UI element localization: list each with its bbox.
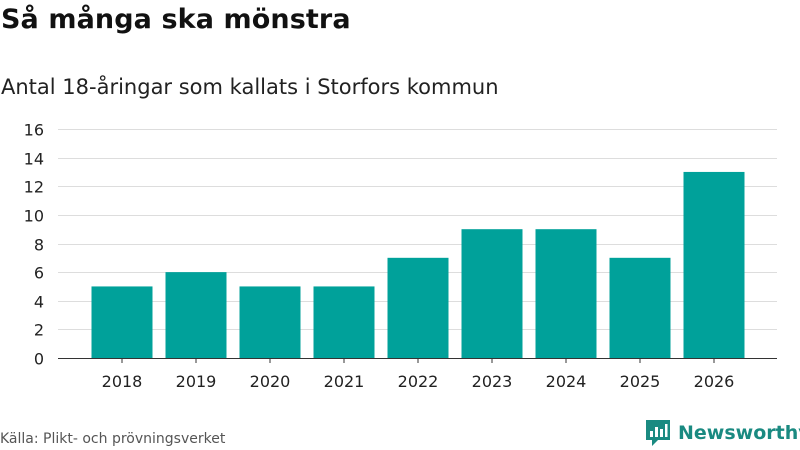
x-tick-label: 2019 bbox=[176, 372, 217, 391]
x-tick-label: 2025 bbox=[620, 372, 661, 391]
newsworthy-logo-icon bbox=[646, 420, 670, 446]
bar-2024 bbox=[535, 229, 597, 358]
y-tick-labels: 0 2 4 6 8 10 12 14 16 bbox=[24, 121, 44, 369]
source-note: Källa: Plikt- och prövningsverket bbox=[0, 431, 226, 447]
x-tick-label: 2021 bbox=[324, 372, 365, 391]
brand-logo: Newsworthy bbox=[644, 418, 800, 448]
bar-2021 bbox=[313, 286, 375, 358]
chart-title: Så många ska mönstra bbox=[1, 4, 351, 35]
y-tick-label: 2 bbox=[34, 321, 44, 340]
x-tick-label: 2026 bbox=[694, 372, 735, 391]
x-tick-label: 2024 bbox=[546, 372, 587, 391]
y-tick-label: 14 bbox=[24, 150, 44, 169]
x-tick-labels: 2018 2019 2020 2021 2022 2023 2024 2025 2026 bbox=[102, 358, 735, 391]
y-tick-label: 10 bbox=[24, 207, 44, 226]
x-tick-label: 2022 bbox=[398, 372, 439, 391]
y-tick-label: 16 bbox=[24, 121, 44, 140]
brand-name: Newsworthy bbox=[678, 422, 800, 444]
x-tick-label: 2020 bbox=[250, 372, 291, 391]
bars bbox=[91, 171, 745, 358]
bar-2020 bbox=[239, 286, 301, 358]
bar-2026 bbox=[683, 171, 745, 358]
chart-subtitle: Antal 18-åringar som kallats i Storfors … bbox=[1, 75, 499, 99]
bar-2025 bbox=[609, 257, 671, 358]
x-tick-label: 2018 bbox=[102, 372, 143, 391]
bar-2019 bbox=[165, 272, 227, 358]
bar-2018 bbox=[91, 286, 153, 358]
bar-2022 bbox=[387, 257, 449, 358]
y-tick-label: 8 bbox=[34, 236, 44, 255]
bar-2023 bbox=[461, 229, 523, 358]
x-tick-label: 2023 bbox=[472, 372, 513, 391]
y-tick-label: 4 bbox=[34, 293, 44, 312]
y-tick-label: 6 bbox=[34, 264, 44, 283]
y-tick-label: 0 bbox=[34, 350, 44, 369]
y-tick-label: 12 bbox=[24, 178, 44, 197]
